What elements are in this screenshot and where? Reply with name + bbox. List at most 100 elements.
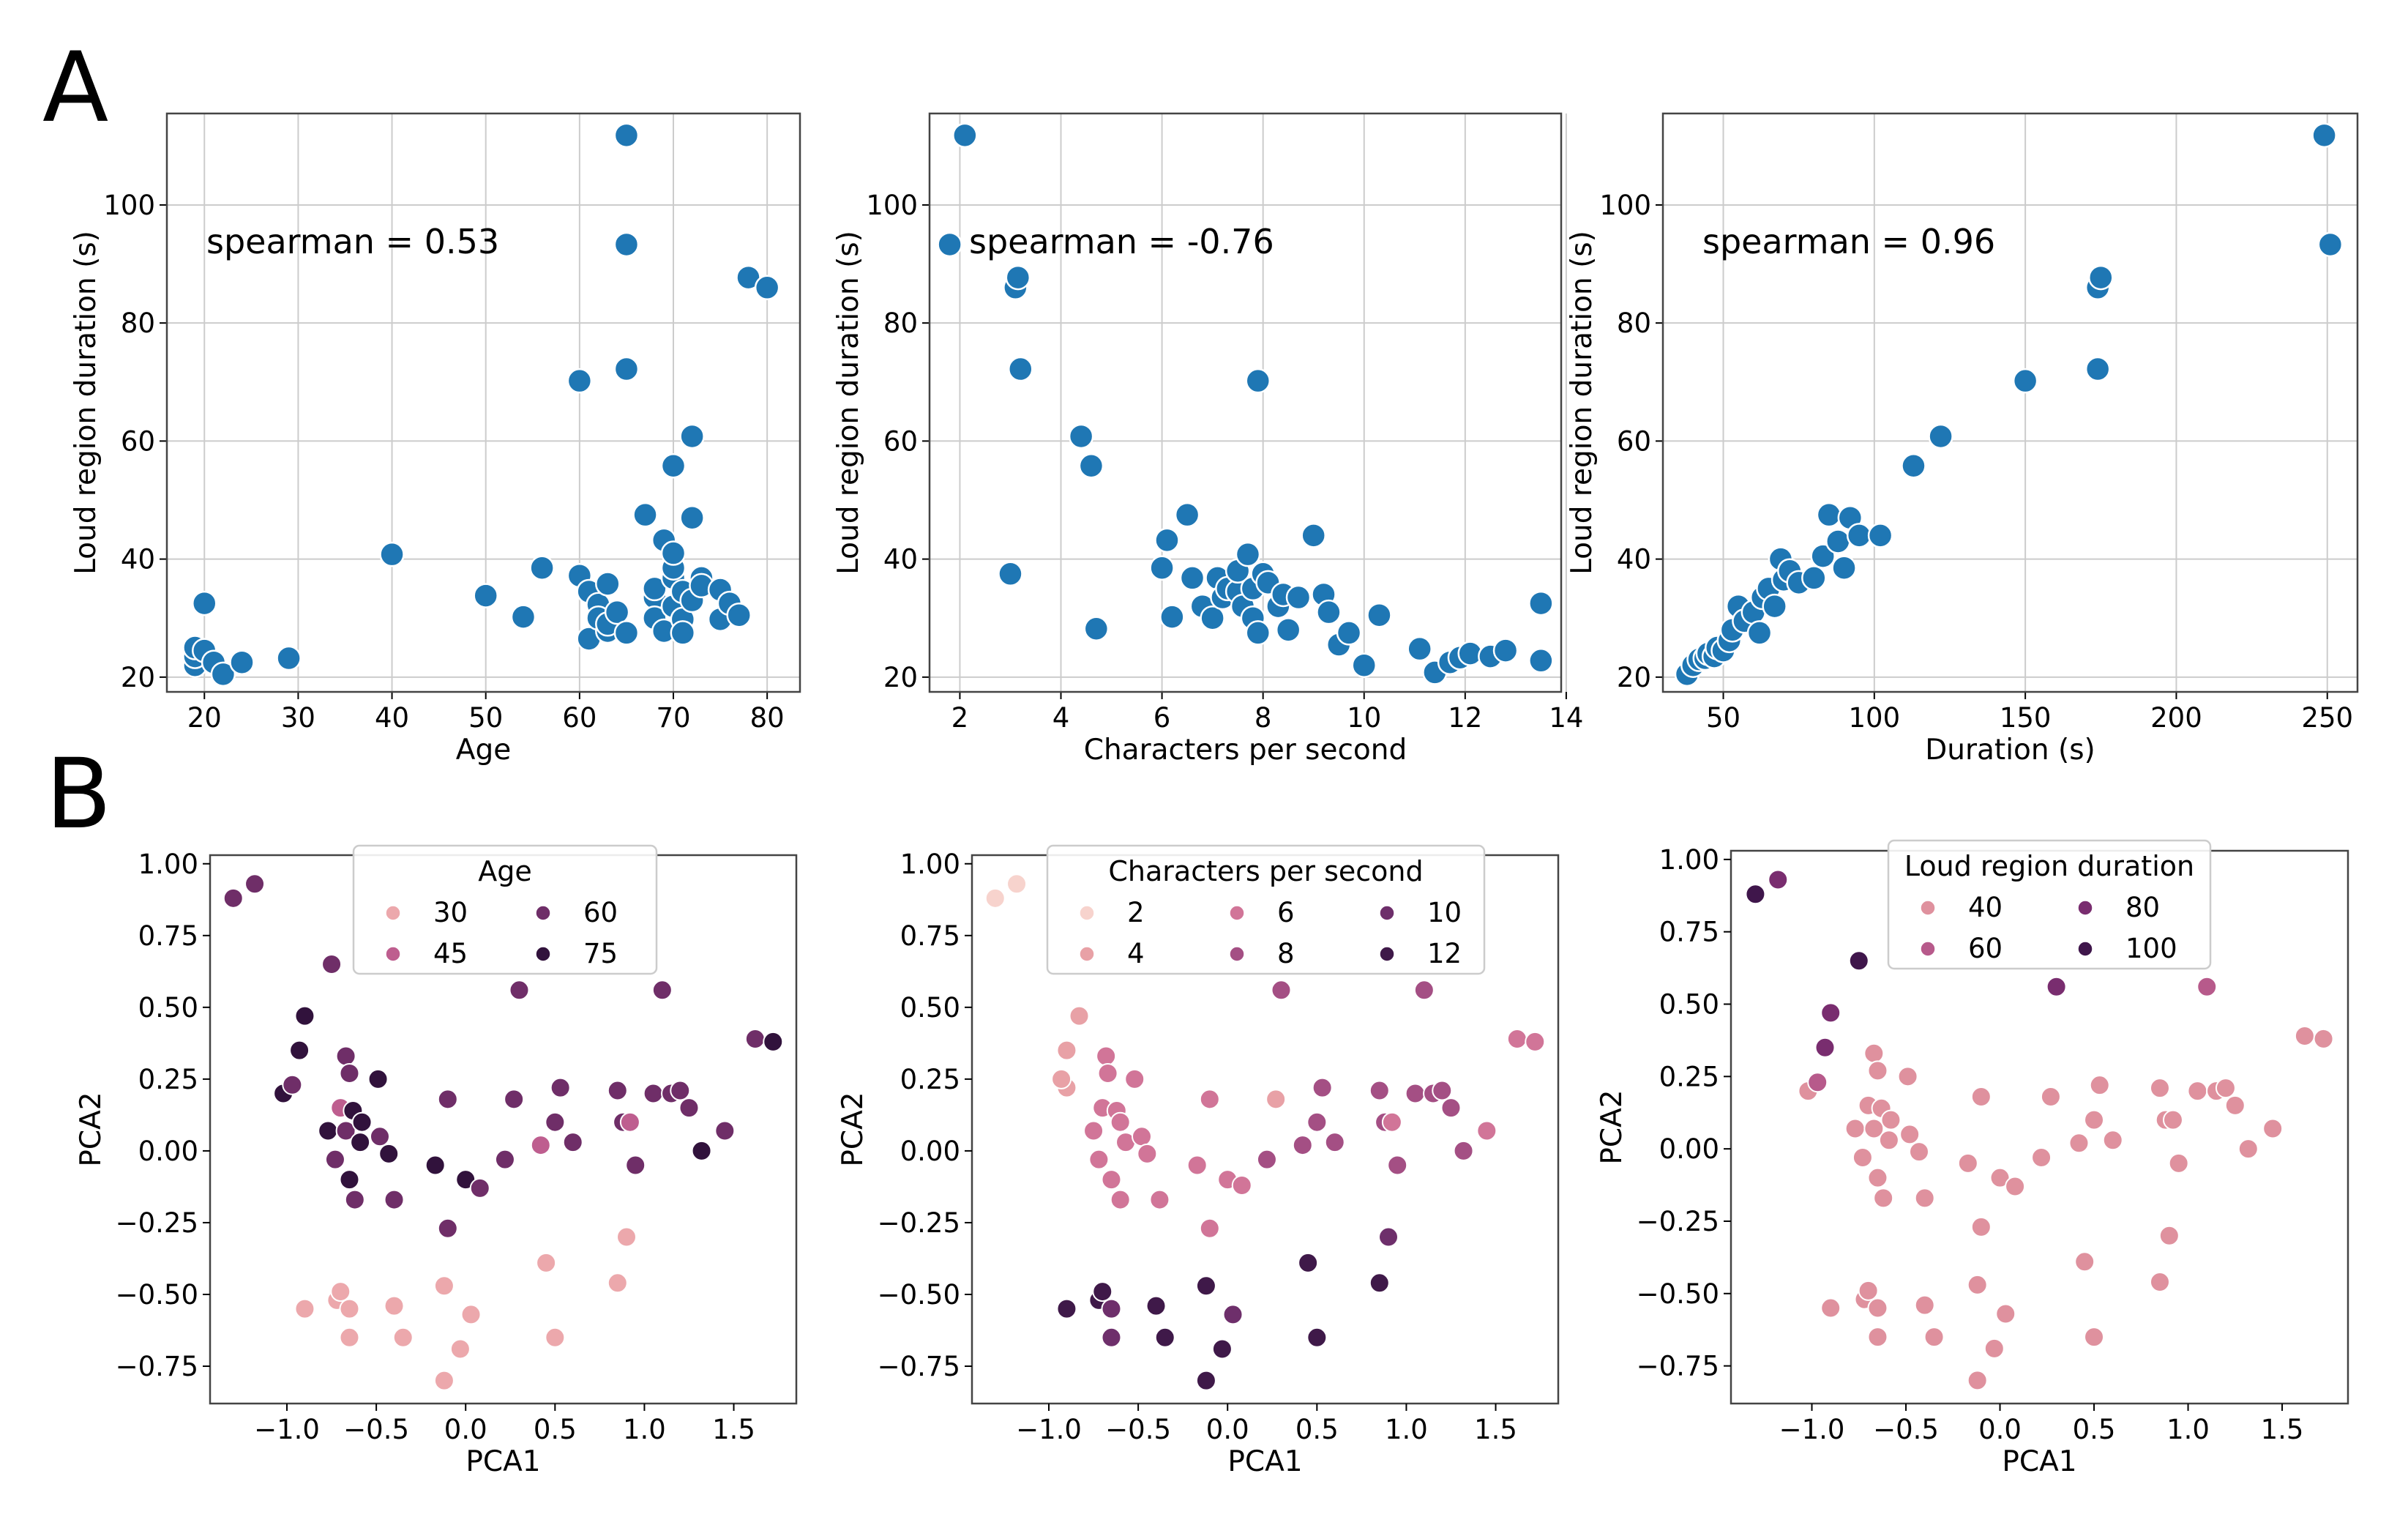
x-axis-label: Age (456, 734, 511, 767)
legend-entry-label: 8 (1277, 938, 1295, 969)
y-tick-label: 60 (1617, 425, 1651, 457)
data-point (1124, 1068, 1145, 1089)
data-point (1928, 423, 1953, 450)
data-point (2089, 1075, 2110, 1096)
data-point (1878, 1130, 1899, 1151)
data-point (509, 980, 530, 1001)
data-point (607, 1272, 628, 1294)
data-point (1970, 1216, 1992, 1237)
data-point (2031, 1147, 2052, 1169)
x-tick-label: −1.0 (254, 1414, 320, 1445)
data-point (651, 980, 673, 1001)
data-point (1814, 1037, 1836, 1058)
data-point (1440, 1097, 1462, 1119)
data-point (643, 1083, 664, 1104)
plot-frame (928, 112, 1563, 693)
data-point (350, 1132, 371, 1153)
x-tick-label: 0.0 (1978, 1414, 2022, 1445)
y-tick-label: 40 (883, 544, 918, 575)
legend-marker (1920, 900, 1936, 916)
data-point (1324, 1132, 1345, 1153)
data-point (1200, 605, 1225, 631)
legend-entry-label: 80 (2125, 892, 2160, 923)
y-tick-label: −0.75 (1637, 1351, 1719, 1382)
data-point (1306, 1327, 1328, 1348)
data-point (616, 1226, 637, 1248)
data-point (1476, 1120, 1497, 1141)
data-point (1880, 1109, 1902, 1130)
data-point (1096, 1046, 1117, 1067)
legend-marker (385, 905, 401, 921)
x-tick-label: 40 (375, 702, 409, 734)
y-tick-label: 80 (121, 308, 155, 339)
data-point (1195, 1370, 1216, 1391)
data-point (1301, 523, 1326, 548)
pca-chart-b1: −1.0 −0.5 0.0 0.5 1.0 1.5 −0.75 −0.50 −0.25 0.00 0… (75, 844, 798, 1478)
data-point (1199, 1218, 1220, 1239)
data-point (339, 1169, 360, 1190)
data-point (318, 1120, 339, 1141)
data-point (1989, 1167, 2011, 1188)
data-point (276, 645, 302, 671)
data-point (1285, 584, 1312, 611)
data-point (1983, 1338, 2005, 1359)
x-tick-label: 0.0 (1206, 1414, 1249, 1445)
legend: Loud region duration 40 60 80 100 (1887, 839, 2212, 970)
x-tick-label: 1.5 (1474, 1414, 1517, 1445)
data-point (1413, 980, 1435, 1001)
x-tick-label: 0.5 (1295, 1414, 1339, 1445)
y-tick-label: 60 (121, 425, 155, 457)
x-tick-label: 0.0 (444, 1414, 487, 1445)
data-point (530, 1135, 551, 1156)
data-point (384, 1295, 405, 1316)
scatter-chart-a3: 50 100 150 200 250 20 40 60 80 100 Duration (s) Lou… (1566, 112, 2359, 767)
data-point (1909, 1141, 1930, 1163)
data-point (1154, 1327, 1175, 1348)
y-tick-label: 0.50 (138, 992, 198, 1024)
y-axis-label: PCA2 (75, 1092, 108, 1166)
data-point (1995, 1303, 2016, 1324)
data-point (1914, 1294, 1935, 1316)
data-point (2012, 368, 2038, 394)
y-axis-label: Loud region duration (s) (70, 231, 102, 575)
x-tick-label: 1.0 (1385, 1414, 1428, 1445)
data-point (1867, 1167, 1888, 1188)
data-point (2224, 1095, 2246, 1116)
data-point (1265, 1089, 1287, 1110)
legend-marker (1079, 905, 1095, 921)
data-point (2262, 1118, 2284, 1139)
data-point (2149, 1078, 2170, 1099)
data-point (1867, 1327, 1888, 1348)
data-point (1432, 1080, 1453, 1101)
data-point (1967, 1370, 1988, 1391)
legend-box (1887, 839, 2212, 970)
y-axis-label: PCA2 (1596, 1089, 1629, 1164)
data-point (1005, 264, 1031, 291)
data-point (1899, 1124, 1921, 1145)
data-point (1762, 593, 1787, 619)
y-tick-label: −0.75 (878, 1351, 960, 1382)
y-tick-label: −0.25 (878, 1207, 960, 1239)
data-point (2158, 1225, 2180, 1246)
y-tick-label: 1.00 (138, 849, 198, 880)
data-point (1820, 1297, 1841, 1319)
data-point (595, 571, 621, 597)
pca-chart-b3: −1.0 −0.5 0.0 0.5 1.0 1.5 −0.75 −0.50 −0.25 0.00 0… (1596, 839, 2349, 1478)
scatter-chart-a2: 2 4 6 8 10 12 14 20 40 60 80 100 Characters per seco… (832, 112, 1583, 767)
data-point (1154, 527, 1180, 554)
y-tick-label: 0.75 (900, 920, 960, 952)
data-point (1275, 617, 1301, 643)
y-tick-label: 40 (121, 544, 155, 575)
data-point (392, 1327, 414, 1348)
x-tick-label: −0.5 (1105, 1414, 1171, 1445)
data-point (1528, 590, 1554, 616)
x-axis-label: Duration (s) (1925, 734, 2095, 767)
legend-entry-label: 10 (1427, 897, 1462, 928)
data-point (998, 561, 1023, 587)
data-point (678, 1097, 700, 1119)
y-tick-label: 1.00 (1659, 844, 1719, 876)
data-point (1405, 1083, 1426, 1104)
data-point (1820, 1002, 1841, 1024)
data-point (1131, 1126, 1152, 1147)
data-point (714, 1120, 736, 1141)
